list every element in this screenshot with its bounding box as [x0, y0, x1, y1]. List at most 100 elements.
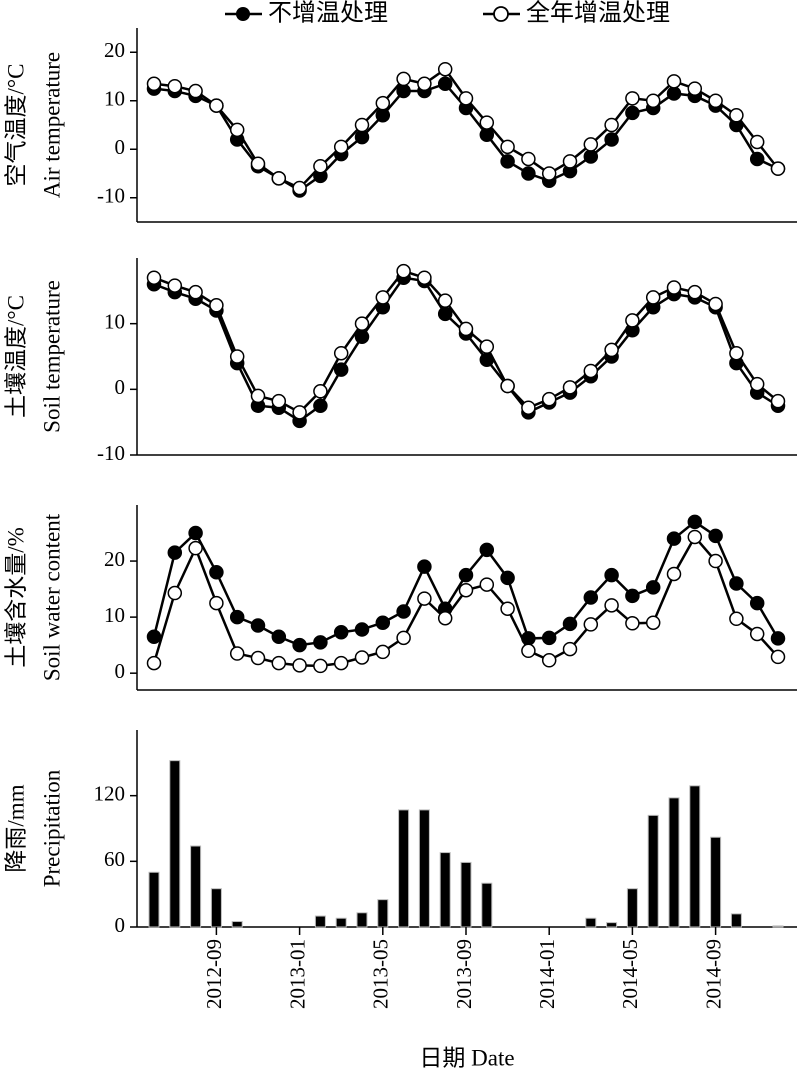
marker: [396, 604, 411, 619]
marker: [229, 609, 245, 625]
series-line: [153, 67, 779, 190]
marker: [313, 158, 328, 174]
marker: [625, 313, 640, 328]
marker: [313, 398, 328, 413]
y-axis-label: 降雨/mm: [3, 784, 28, 872]
marker: [562, 154, 578, 169]
marker: [687, 284, 703, 300]
marker: [729, 345, 744, 361]
marker: [229, 122, 245, 138]
y-axis-label: Air temperature: [39, 52, 64, 198]
marker: [396, 630, 411, 646]
marker: [604, 598, 619, 613]
marker: [770, 649, 786, 665]
marker: [770, 393, 786, 409]
marker: [354, 117, 370, 133]
bar: [418, 809, 430, 928]
marker: [666, 86, 682, 101]
marker: [250, 156, 266, 172]
marker: [687, 514, 703, 530]
marker: [708, 528, 723, 544]
marker: [708, 93, 723, 108]
marker: [292, 180, 307, 196]
marker: [271, 629, 287, 644]
marker: [729, 108, 744, 123]
bar: [210, 888, 222, 928]
marker: [500, 139, 515, 155]
marker: [770, 631, 786, 646]
marker: [375, 108, 391, 123]
marker: [521, 151, 536, 167]
bar: [647, 814, 659, 928]
marker: [500, 154, 515, 169]
bar: [356, 912, 368, 928]
marker: [209, 595, 224, 611]
marker: [583, 590, 599, 605]
marker: [333, 625, 349, 640]
marker: [437, 610, 453, 626]
bar: [772, 925, 784, 928]
x-tick-label: 2013-05: [369, 939, 393, 1009]
legend-label: 全年增温处理: [526, 0, 670, 27]
bar: [398, 809, 410, 928]
marker: [146, 629, 162, 644]
marker: [666, 280, 682, 295]
marker: [521, 166, 536, 181]
marker: [604, 117, 619, 133]
marker: [417, 76, 432, 92]
marker: [396, 71, 411, 87]
legend-marker: [236, 7, 250, 21]
marker: [562, 380, 578, 395]
marker: [333, 345, 349, 361]
x-tick-label: 2014-01: [535, 939, 559, 1009]
bar: [190, 845, 202, 928]
y-tick-label: 10: [104, 87, 125, 111]
marker: [188, 540, 203, 556]
marker: [625, 105, 640, 121]
marker: [354, 650, 370, 665]
bar: [169, 760, 181, 928]
series-line: [152, 534, 779, 668]
marker: [541, 391, 557, 407]
bar: [626, 888, 638, 928]
marker: [625, 91, 640, 106]
marker: [333, 139, 349, 155]
bar: [377, 899, 389, 928]
y-tick-label: 0: [115, 375, 126, 399]
marker: [500, 570, 515, 586]
legend-label: 不增温处理: [268, 0, 388, 27]
marker: [541, 653, 557, 668]
marker: [417, 591, 432, 606]
marker: [458, 567, 474, 583]
marker: [292, 637, 307, 653]
bar: [439, 852, 451, 928]
marker: [417, 270, 432, 285]
bar: [710, 836, 722, 928]
x-tick-label: 2013-01: [285, 939, 309, 1009]
marker: [458, 91, 474, 106]
marker: [209, 298, 224, 313]
y-tick-label: 10: [104, 309, 125, 333]
marker: [313, 658, 328, 674]
legend-marker: [493, 6, 509, 22]
y-axis-label: 空气温度/°C: [3, 64, 28, 187]
x-tick-label: 2012-09: [202, 939, 226, 1009]
marker: [645, 580, 661, 595]
y-axis-label: Soil water content: [39, 513, 64, 681]
marker: [645, 93, 661, 108]
marker: [687, 81, 703, 96]
series-line: [153, 269, 779, 414]
marker: [229, 646, 245, 661]
bar: [335, 917, 347, 928]
marker: [749, 134, 765, 150]
bar: [481, 882, 493, 928]
marker: [292, 658, 307, 673]
marker: [188, 83, 203, 99]
marker: [749, 626, 765, 642]
marker: [437, 76, 453, 92]
marker: [375, 615, 391, 630]
marker: [749, 595, 765, 611]
marker: [229, 349, 245, 364]
marker: [271, 655, 287, 671]
marker: [354, 129, 370, 145]
